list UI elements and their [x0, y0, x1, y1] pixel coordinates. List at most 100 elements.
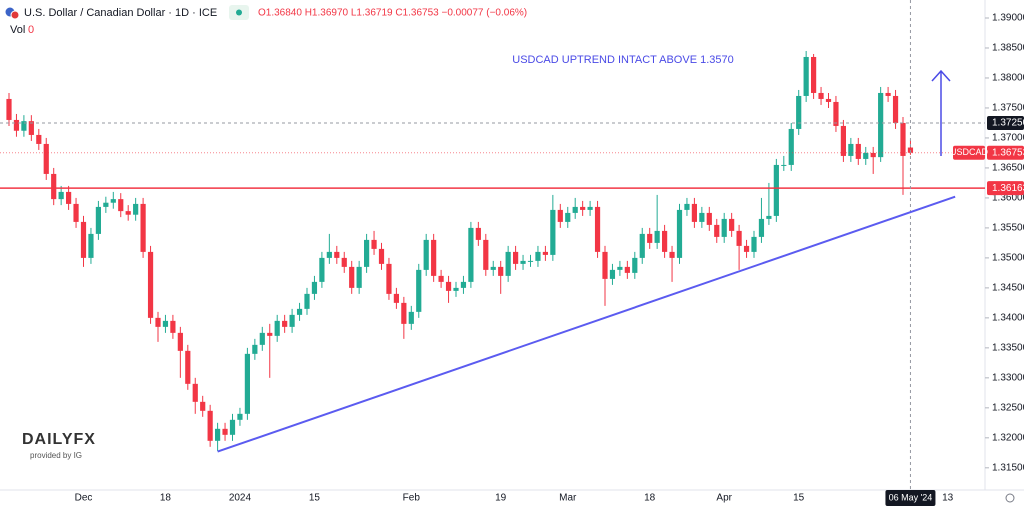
candle-body — [21, 121, 27, 131]
candle-body — [505, 251, 511, 276]
y-tick-label: 1.34000 — [992, 313, 1024, 324]
candle-body — [267, 332, 273, 336]
candle-body — [498, 266, 504, 276]
candle-body — [319, 257, 325, 282]
x-tick-label: 15 — [309, 493, 321, 504]
trendline — [217, 195, 956, 453]
candle-body — [73, 203, 79, 222]
candle-body — [237, 413, 243, 420]
candle-body — [766, 215, 772, 219]
candle-body — [706, 212, 712, 225]
candle-body — [490, 266, 496, 270]
last-price-label-bg — [987, 145, 1024, 160]
candle-body — [177, 332, 183, 351]
symbol-title: U.S. Dollar / Canadian Dollar · 1D · ICE — [24, 7, 217, 19]
y-tick-label: 1.37500 — [992, 103, 1024, 114]
settings-button[interactable] — [1005, 493, 1015, 503]
y-tick-label: 1.32000 — [992, 432, 1024, 443]
candle-body — [252, 344, 258, 354]
candle-body — [773, 164, 779, 216]
candle-body — [185, 350, 191, 384]
y-tick-label: 1.35000 — [992, 253, 1024, 264]
candle-body — [304, 293, 310, 309]
arrow — [931, 69, 951, 156]
candle-body — [155, 317, 161, 327]
candle-body — [572, 206, 578, 213]
candle-body — [341, 257, 347, 267]
y-tick-label: 1.39000 — [992, 13, 1024, 24]
candle-body — [401, 302, 407, 324]
candle-body — [162, 320, 169, 327]
candle-body — [311, 281, 318, 294]
candle-body — [714, 224, 720, 237]
candle-body — [632, 257, 638, 273]
support-label-bg — [987, 181, 1024, 196]
candle-body — [438, 275, 444, 282]
x-tick-label: 18 — [644, 493, 656, 504]
candle-body — [617, 266, 623, 270]
candle-body — [662, 230, 668, 252]
candle-body — [796, 95, 802, 129]
candle-body — [170, 320, 176, 333]
x-tick-label: Feb — [403, 493, 421, 504]
x-tick-label: Mar — [559, 493, 577, 504]
candle-body — [334, 251, 340, 258]
candle-body — [453, 287, 459, 291]
candle-body — [408, 311, 414, 324]
candle-body — [550, 209, 556, 255]
flag-icon — [10, 10, 20, 20]
crosshair-date-label: 06 May '24 — [889, 492, 933, 502]
candle-body — [483, 239, 489, 270]
y-tick-label: 1.31500 — [992, 462, 1024, 473]
candle-body — [609, 269, 616, 279]
candle-body — [758, 218, 765, 237]
volume-value: 0 — [28, 24, 34, 36]
candle-body — [818, 92, 824, 99]
candle-body — [393, 293, 399, 303]
candle-body — [721, 218, 727, 237]
candle-body — [676, 209, 683, 258]
candle-body — [147, 251, 154, 318]
y-tick-label: 1.38000 — [992, 73, 1024, 84]
candle-body — [296, 308, 303, 315]
header: U.S. Dollar / Canadian Dollar · 1D · ICE… — [5, 5, 527, 36]
candle-body — [788, 128, 794, 165]
candle-body — [557, 209, 563, 222]
candle-body — [729, 218, 735, 231]
y-tick-label: 1.33000 — [992, 372, 1024, 383]
candle-body — [200, 401, 206, 411]
candle-body — [580, 206, 586, 210]
candle-body — [669, 251, 675, 258]
candle-body — [371, 239, 377, 249]
candle-body — [513, 251, 519, 264]
candle-body — [229, 419, 236, 435]
logo: DAILYFX provided by IG — [22, 431, 96, 460]
candle-body — [364, 239, 370, 267]
logo-name: DAILYFX — [22, 431, 96, 448]
candle-body — [43, 143, 49, 174]
candle-body — [594, 206, 601, 252]
last-bar-values: O1.36840 H1.36970 L1.36719 C1.36753 −0.0… — [258, 8, 527, 19]
candle-body — [349, 266, 355, 288]
y-tick-label: 1.33500 — [992, 342, 1024, 353]
candle-body — [527, 260, 534, 262]
candle-body — [751, 236, 757, 252]
x-tick-label: 2024 — [229, 493, 252, 504]
candle-body — [743, 245, 750, 252]
candle-body — [885, 92, 891, 96]
candle-body — [870, 152, 876, 158]
candle-body — [192, 383, 198, 402]
symbol-label: USDCAD — [950, 147, 989, 157]
x-tick-label: Dec — [75, 493, 93, 504]
candle-body — [6, 98, 12, 120]
arrow-head — [931, 69, 951, 82]
logo-provider: provided by IG — [30, 451, 82, 460]
candle-body — [51, 173, 57, 200]
candle-body — [207, 410, 213, 441]
candle-body — [445, 281, 452, 291]
x-tick-label: 15 — [793, 493, 805, 504]
y-tick-label: 1.35500 — [992, 223, 1024, 234]
candle-body — [103, 202, 109, 207]
